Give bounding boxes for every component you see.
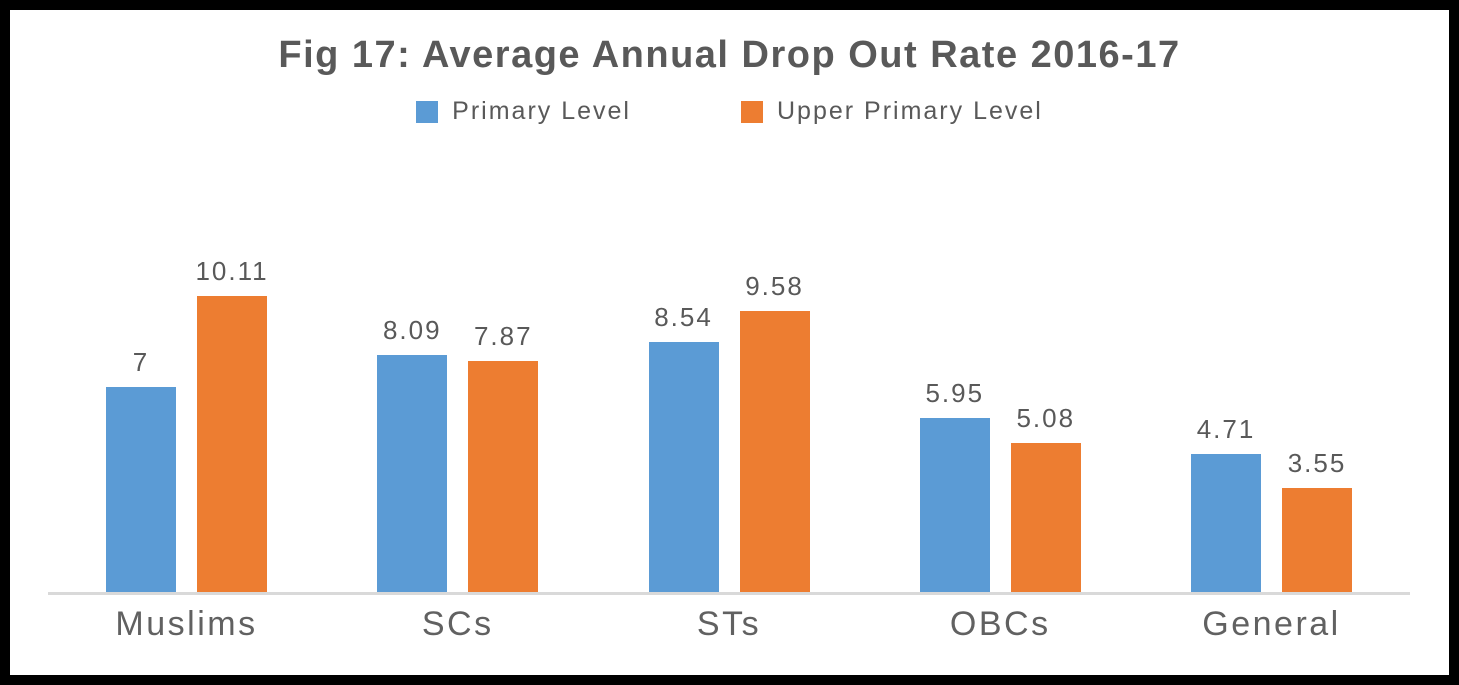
bar-group-sts: 8.54 9.58 (648, 271, 810, 592)
category-label-obcs: OBCs (949, 605, 1051, 643)
category-label-muslims: Muslims (115, 605, 258, 643)
bar-group-scs: 8.09 7.87 (377, 315, 539, 592)
bar-column: 7 (106, 347, 176, 592)
legend-label-primary: Primary Level (452, 97, 631, 125)
chart-title: Fig 17: Average Annual Drop Out Rate 201… (278, 34, 1181, 76)
bar-upper-primary-level (468, 361, 539, 592)
bar-group-muslims: 7 10.11 (106, 256, 267, 592)
x-axis-line (48, 592, 1410, 595)
bar-column: 8.09 (377, 315, 448, 592)
bar-value-label: 7.87 (473, 321, 533, 351)
bar-upper-primary-level (1010, 443, 1081, 592)
bar-upper-primary-level (1282, 488, 1352, 592)
category-axis: Muslims SCs STs OBCs General (48, 605, 1410, 644)
bar-primary-level (919, 418, 990, 592)
legend-swatch-upper-primary-icon (740, 100, 763, 123)
category-cell: General (1191, 605, 1352, 644)
bar-column: 10.11 (195, 256, 269, 592)
legend-item-upper-primary: Upper Primary Level (740, 97, 1043, 126)
bar-group-obcs: 5.95 5.08 (919, 378, 1081, 592)
plot-area: 7 10.11 8.09 7.87 8.54 9.58 5.95 5.08 4.71 3.55 M… (48, 126, 1410, 644)
bar-value-label: 5.08 (1016, 403, 1076, 433)
category-cell: SCs (377, 605, 538, 644)
bar-value-label: 8.54 (654, 302, 713, 332)
bar-value-label: 9.58 (745, 271, 804, 301)
bar-value-label: 8.09 (382, 315, 442, 345)
legend-swatch-primary-icon (416, 100, 439, 123)
bar-column: 3.55 (1282, 448, 1352, 592)
category-label-general: General (1202, 605, 1341, 643)
bar-value-label: 3.55 (1287, 448, 1347, 478)
bar-value-label: 4.71 (1196, 414, 1256, 444)
category-cell: STs (649, 605, 810, 644)
bar-upper-primary-level (197, 296, 267, 592)
bar-column: 8.54 (648, 302, 719, 592)
bar-primary-level (1191, 454, 1261, 592)
bar-column: 7.87 (468, 321, 539, 592)
bar-column: 5.08 (1010, 403, 1081, 592)
legend-item-primary: Primary Level (416, 97, 631, 126)
bar-column: 5.95 (919, 378, 990, 592)
bar-primary-level (377, 355, 448, 592)
category-label-sts: STs (696, 605, 762, 643)
bar-upper-primary-level (739, 311, 810, 592)
chart-legend: Primary Level Upper Primary Level (10, 97, 1449, 126)
legend-label-upper-primary: Upper Primary Level (776, 97, 1043, 125)
bar-value-label: 5.95 (925, 378, 985, 408)
category-cell: OBCs (920, 605, 1081, 644)
bar-groups: 7 10.11 8.09 7.87 8.54 9.58 5.95 5.08 4.71 3.55 (48, 126, 1410, 592)
bar-primary-level (648, 342, 719, 592)
category-cell: Muslims (106, 605, 267, 644)
bar-group-general: 4.71 3.55 (1191, 414, 1352, 592)
bar-column: 9.58 (739, 271, 810, 592)
bar-primary-level (106, 387, 176, 592)
bar-value-label: 10.11 (195, 256, 269, 286)
category-label-scs: SCs (421, 605, 494, 643)
bar-column: 4.71 (1191, 414, 1261, 592)
bar-value-label: 7 (132, 347, 150, 377)
